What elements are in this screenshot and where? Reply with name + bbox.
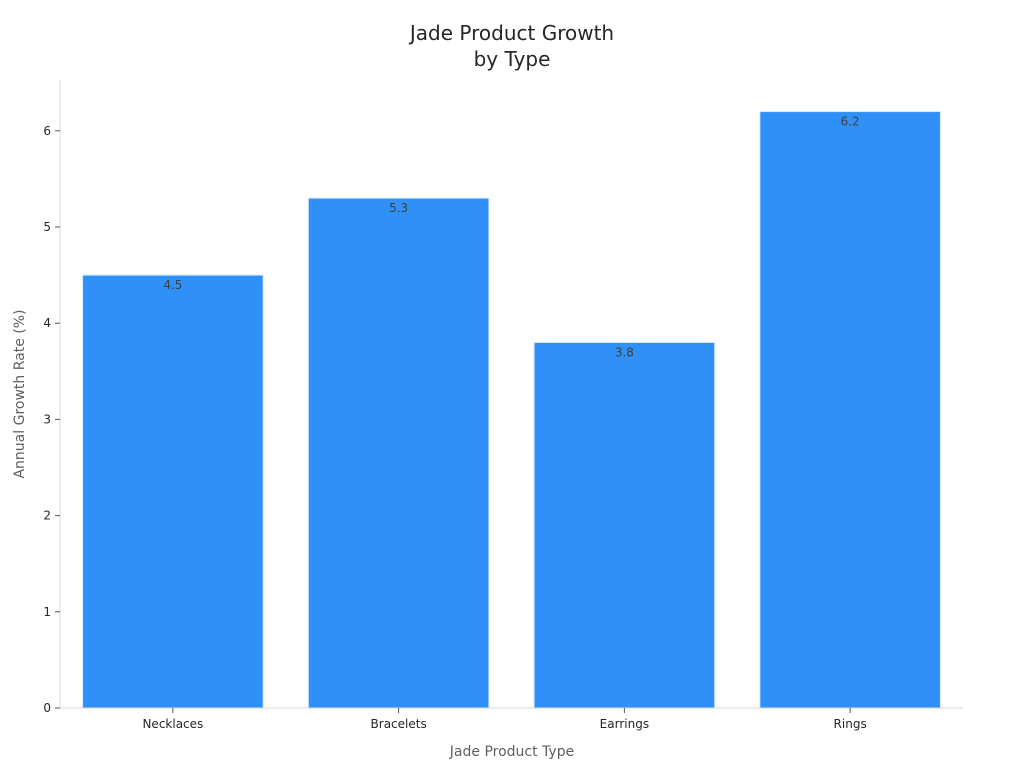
x-tick-label-necklaces: Necklaces bbox=[142, 717, 203, 731]
x-tick-label-bracelets: Bracelets bbox=[371, 717, 427, 731]
y-tick-label-4: 4 bbox=[43, 316, 51, 330]
y-tick-label-3: 3 bbox=[43, 412, 51, 426]
y-tick-label-1: 1 bbox=[43, 605, 51, 619]
value-label-earrings: 3.8 bbox=[615, 345, 634, 359]
value-label-rings: 6.2 bbox=[841, 115, 860, 129]
bar-necklaces bbox=[82, 274, 264, 709]
value-labels-group: 4.5 5.3 3.8 6.2 bbox=[163, 115, 859, 360]
y-tick-label-6: 6 bbox=[43, 124, 51, 138]
value-label-bracelets: 5.3 bbox=[389, 201, 408, 215]
y-tick-label-0: 0 bbox=[43, 701, 51, 715]
bars-group bbox=[82, 111, 941, 709]
x-axis-title: Jade Product Type bbox=[449, 744, 574, 760]
y-axis-title: Annual Growth Rate (%) bbox=[12, 309, 28, 478]
x-ticks-group: Necklaces Bracelets Earrings Rings bbox=[142, 708, 867, 731]
value-label-necklaces: 4.5 bbox=[163, 278, 182, 292]
x-tick-label-rings: Rings bbox=[834, 717, 867, 731]
chart-title-line-2: by Type bbox=[474, 47, 551, 71]
y-ticks-group: 0 1 2 3 4 5 6 bbox=[43, 124, 60, 715]
chart-title-line-1: Jade Product Growth bbox=[408, 21, 614, 45]
bar-bracelets bbox=[307, 197, 490, 709]
y-tick-label-2: 2 bbox=[43, 509, 51, 523]
bar-rings bbox=[759, 111, 941, 709]
y-tick-label-5: 5 bbox=[43, 220, 51, 234]
x-tick-label-earrings: Earrings bbox=[600, 717, 649, 731]
bar-earrings bbox=[533, 341, 716, 709]
